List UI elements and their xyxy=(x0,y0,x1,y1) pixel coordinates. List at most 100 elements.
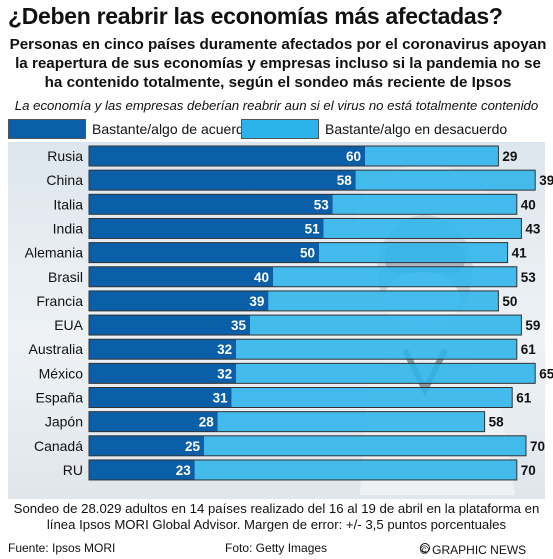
bar-disagree xyxy=(319,242,508,263)
value-label-agree: 58 xyxy=(337,173,353,188)
bar-outline xyxy=(88,435,527,457)
value-label-agree: 32 xyxy=(217,366,232,381)
bar-disagree xyxy=(236,363,536,384)
bar-outline xyxy=(88,217,522,239)
credits-bar: Fuente: Ipsos MORI Foto: Getty Images © … xyxy=(0,539,553,559)
legend-agree-swatch xyxy=(8,119,86,139)
value-label-agree: 35 xyxy=(231,318,247,333)
bar-disagree xyxy=(250,315,522,336)
bar-agree xyxy=(89,266,273,287)
category-label: Japón xyxy=(45,414,83,430)
category-label: Francia xyxy=(36,293,83,309)
legend-agree: Bastante/algo de acuerdo xyxy=(8,118,252,140)
bar-outline xyxy=(88,411,486,433)
value-label-agree: 32 xyxy=(217,342,232,357)
category-label: España xyxy=(36,390,84,406)
value-label-disagree: 50 xyxy=(502,294,517,309)
bar-disagree xyxy=(365,146,499,166)
bar-agree xyxy=(89,170,356,191)
value-label-agree: 23 xyxy=(176,463,192,478)
category-label: India xyxy=(53,220,84,236)
value-label-agree: 39 xyxy=(249,294,264,309)
bar-outline xyxy=(88,145,499,167)
value-label-disagree: 29 xyxy=(502,149,517,164)
value-label-disagree: 53 xyxy=(521,270,537,285)
value-label-disagree: 41 xyxy=(512,246,528,261)
bar-agree xyxy=(89,363,237,384)
bar-agree xyxy=(89,339,237,360)
bar-chart: Rusia 60 29 China 58 39 Italia 53 40 India 51 43 Ale… xyxy=(25,145,553,481)
bar-agree xyxy=(89,242,319,263)
bar-disagree xyxy=(268,290,499,311)
chart-title: ¿Deben reabrir las economías más afectad… xyxy=(8,3,503,29)
bar-agree xyxy=(89,290,269,311)
value-label-agree: 51 xyxy=(305,221,321,236)
value-label-disagree: 40 xyxy=(521,197,536,212)
bar-agree xyxy=(89,194,333,215)
value-label-disagree: 70 xyxy=(530,439,545,454)
survey-question: La economía y las empresas deberían reab… xyxy=(14,98,539,113)
bar-disagree xyxy=(273,266,517,287)
category-label: Italia xyxy=(53,196,83,212)
bar-disagree xyxy=(323,218,522,239)
category-label: Alemania xyxy=(25,245,84,261)
bar-outline xyxy=(88,387,513,408)
bar-outline xyxy=(88,459,518,481)
bar-outline xyxy=(88,362,536,384)
bar-agree xyxy=(89,218,324,239)
bar-outline xyxy=(88,266,518,288)
bar-disagree xyxy=(231,387,513,408)
value-label-disagree: 70 xyxy=(521,463,536,478)
value-label-agree: 50 xyxy=(300,246,315,261)
bar-agree xyxy=(89,387,232,408)
legend-disagree: Bastante/algo en desacuerdo xyxy=(241,118,507,140)
category-label: China xyxy=(46,172,83,188)
value-label-agree: 28 xyxy=(199,415,215,430)
value-label-disagree: 65 xyxy=(539,366,553,381)
value-label-disagree: 43 xyxy=(525,221,541,236)
value-label-agree: 31 xyxy=(213,391,229,406)
bar-disagree xyxy=(236,339,517,360)
value-label-disagree: 58 xyxy=(489,415,505,430)
legend-disagree-label: Bastante/algo en desacuerdo xyxy=(325,121,508,137)
bar-outline xyxy=(88,314,522,336)
bar-disagree xyxy=(217,411,485,432)
value-label-agree: 60 xyxy=(346,149,361,164)
bar-agree xyxy=(89,146,365,166)
value-label-agree: 40 xyxy=(254,270,269,285)
value-label-agree: 53 xyxy=(314,197,330,212)
category-label: EUA xyxy=(54,317,83,333)
chart-subtitle: Personas en cinco países duramente afect… xyxy=(9,36,547,91)
category-label: Brasil xyxy=(48,269,83,285)
photo-credit: Foto: Getty Images xyxy=(225,541,328,555)
bar-outline xyxy=(88,338,518,360)
bar-agree xyxy=(89,411,218,432)
globe-icon xyxy=(420,543,430,553)
bar-agree xyxy=(89,315,250,336)
value-label-disagree: 61 xyxy=(521,342,537,357)
category-label: RU xyxy=(63,462,83,478)
value-label-disagree: 61 xyxy=(516,391,532,406)
category-label: Australia xyxy=(29,341,84,357)
value-label-disagree: 39 xyxy=(539,173,553,188)
source-credit: Fuente: Ipsos MORI xyxy=(8,541,116,555)
bar-outline xyxy=(88,290,499,312)
chart-footnote: Sondeo de 28.029 adultos en 14 países re… xyxy=(13,501,540,532)
bar-disagree xyxy=(332,194,517,215)
legend-agree-label: Bastante/algo de acuerdo xyxy=(92,121,252,137)
category-label: México xyxy=(39,365,84,381)
legend-disagree-swatch xyxy=(241,119,319,139)
category-label: Canadá xyxy=(34,438,83,454)
bar-outline xyxy=(88,242,509,264)
bar-agree xyxy=(89,435,204,456)
bar-outline xyxy=(88,169,536,191)
bar-disagree xyxy=(204,435,526,456)
bar-agree xyxy=(89,459,195,480)
value-label-disagree: 59 xyxy=(525,318,540,333)
category-label: Rusia xyxy=(47,148,83,164)
value-label-agree: 25 xyxy=(185,439,201,454)
bar-disagree xyxy=(355,170,536,191)
bar-outline xyxy=(88,193,518,215)
brand-name: © GRAPHIC NEWS xyxy=(420,543,527,557)
bar-disagree xyxy=(194,459,517,480)
